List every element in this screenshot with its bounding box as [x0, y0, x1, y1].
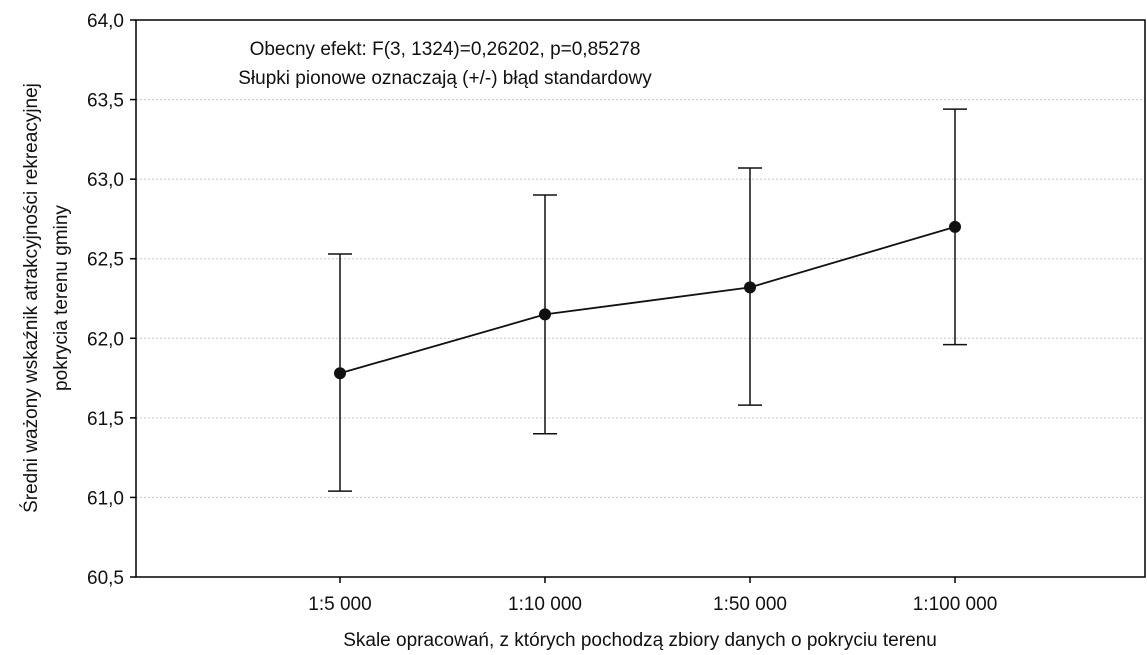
plot-frame	[135, 19, 1146, 578]
grid-lines	[136, 99, 1145, 498]
data-series	[328, 108, 967, 492]
x-tick-label: 1:100 000	[913, 594, 998, 615]
y-tick-label: 63,0	[87, 170, 124, 191]
y-tick-label: 62,5	[87, 250, 124, 271]
y-axis-label-line2: pokrycia terenu gminy	[51, 205, 72, 391]
series-line	[339, 226, 956, 375]
annotation-effect: Obecny efekt: F(3, 1324)=0,26202, p=0,85…	[250, 39, 641, 60]
x-tick-label: 1:50 000	[713, 594, 787, 615]
data-point	[539, 308, 551, 321]
y-axis: 60,5 61,0 61,5 62,0 62,5 63,0 63,5 64,0	[87, 11, 136, 589]
y-tick-label: 61,0	[87, 488, 124, 509]
annotation-error-bars: Słupki pionowe oznaczają (+/-) błąd stan…	[238, 68, 652, 89]
data-point	[949, 220, 961, 233]
x-tick-label: 1:5 000	[308, 594, 371, 615]
y-tick-label: 60,5	[87, 568, 124, 589]
y-tick-label: 62,0	[87, 329, 124, 350]
y-tick-label: 61,5	[87, 409, 124, 430]
x-axis: 1:5 000 1:10 000 1:50 000 1:100 000	[308, 577, 997, 615]
data-point	[334, 367, 346, 380]
y-tick-label: 64,0	[87, 11, 124, 32]
data-point	[744, 281, 756, 294]
x-axis-label: Skale opracowań, z których pochodzą zbio…	[343, 630, 937, 651]
y-axis-label-line1: Średni ważony wskaźnik atrakcyjności rek…	[20, 83, 42, 513]
y-tick-label: 63,5	[87, 91, 124, 112]
x-tick-label: 1:10 000	[508, 594, 582, 615]
